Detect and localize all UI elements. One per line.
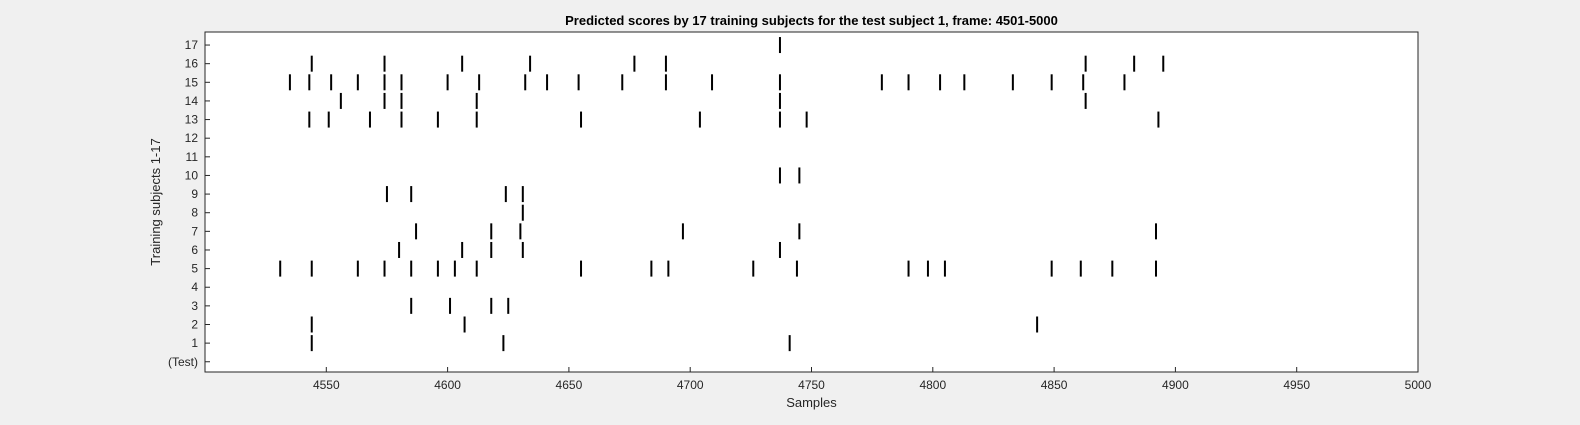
y-tick-label: 2 [191, 317, 198, 331]
chart-title: Predicted scores by 17 training subjects… [565, 13, 1058, 28]
x-axis: 4550 4600 4650 4700 4750 4800 4850 4900 4950 5000 [313, 367, 1432, 392]
x-tick-label: 4950 [1283, 378, 1310, 392]
y-tick-label: 1 [191, 336, 198, 350]
x-axis-label: Samples [786, 395, 837, 410]
y-tick-label: 8 [191, 206, 198, 220]
y-tick-label: 13 [185, 113, 199, 127]
x-tick-label: 4550 [313, 378, 340, 392]
y-tick-label: 17 [185, 38, 199, 52]
y-tick-label: 9 [191, 187, 198, 201]
y-tick-label: 11 [186, 150, 199, 164]
y-tick-label: (Test) [168, 355, 198, 369]
y-tick-label: 16 [185, 57, 199, 71]
x-tick-label: 5000 [1405, 378, 1432, 392]
y-tick-label: 6 [191, 243, 198, 257]
x-tick-label: 4750 [798, 378, 825, 392]
y-tick-label: 3 [191, 299, 198, 313]
y-tick-label: 5 [191, 262, 198, 276]
marks-group [279, 37, 1165, 352]
x-tick-label: 4700 [677, 378, 704, 392]
y-tick-label: 4 [191, 280, 198, 294]
y-tick-label: 12 [185, 131, 199, 145]
y-axis-label: Training subjects 1-17 [148, 138, 163, 265]
x-tick-label: 4650 [556, 378, 583, 392]
y-tick-label: 10 [185, 168, 199, 182]
x-tick-label: 4800 [919, 378, 946, 392]
y-tick-label: 7 [191, 224, 198, 238]
x-tick-label: 4850 [1041, 378, 1068, 392]
x-tick-label: 4600 [434, 378, 461, 392]
y-tick-label: 15 [185, 75, 199, 89]
plot-area [204, 31, 1419, 373]
y-tick-label: 14 [185, 94, 199, 108]
x-tick-label: 4900 [1162, 378, 1189, 392]
